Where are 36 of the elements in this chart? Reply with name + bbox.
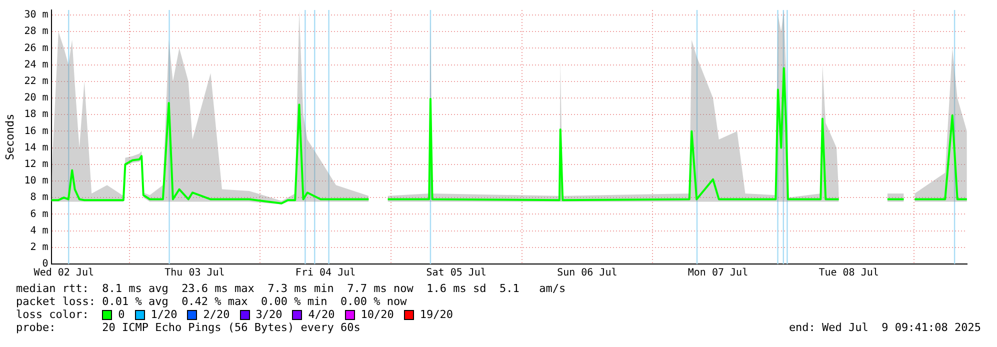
text: end: Wed Jul 9 09:41:08 2025 <box>788 321 981 334</box>
y-tick-label: 16 m <box>24 126 48 137</box>
y-tick-label: 10 m <box>24 176 48 187</box>
y-tick-label: 20 m <box>24 92 48 104</box>
legend-title: loss color: <box>16 308 90 321</box>
y-tick-label: 24 m <box>24 59 48 70</box>
legend-label: 10/20 <box>360 308 394 321</box>
text: probe: 20 ICMP Echo Pings (56 Bytes) every 60s <box>16 321 360 334</box>
y-tick-label: 12 m <box>24 158 48 170</box>
y-tick-label: 26 m <box>24 42 48 54</box>
x-tick-label: Sun 06 Jul <box>557 268 618 279</box>
y-tick-label: 0 <box>42 258 48 270</box>
x-tick-label: Fri 04 Jul <box>295 268 356 279</box>
y-tick-label: 28 m <box>24 26 48 38</box>
text: packet loss: 0.01 % avg 0.42 % max 0.00 % min 0.00 % now <box>16 295 408 308</box>
legend-label: 2/20 <box>203 308 230 321</box>
x-tick-label: Sat 05 Jul <box>426 268 486 279</box>
legend-label: 19/20 <box>420 308 453 321</box>
y-tick-label: 22 m <box>24 76 48 87</box>
y-tick-label: 30 m <box>24 10 48 21</box>
y-tick-label: 14 m <box>24 142 48 154</box>
y-tick-label: 6 m <box>30 208 48 220</box>
y-axis-title: Seconds <box>3 114 16 160</box>
x-tick-label: Thu 03 Jul <box>164 268 225 279</box>
legend-label: 4/20 <box>308 308 335 321</box>
x-tick-label: Mon 07 Jul <box>688 268 748 279</box>
y-tick-label: 8 m <box>30 192 48 204</box>
y-tick-label: 18 m <box>24 109 48 120</box>
y-tick-label: 4 m <box>30 225 48 236</box>
legend-label: 0 <box>118 308 125 321</box>
x-tick-label: Tue 08 Jul <box>818 268 879 279</box>
text: median rtt: 8.1 ms avg 23.6 ms max 7.3 ms min 7.7 ms now 1.6 ms sd 5.1 am/s <box>16 282 567 295</box>
legend-label: 3/20 <box>256 308 282 321</box>
legend-label: 1/20 <box>150 308 178 321</box>
y-tick-label: 2 m <box>30 242 48 253</box>
x-tick-label: Wed 02 Jul <box>34 268 94 279</box>
